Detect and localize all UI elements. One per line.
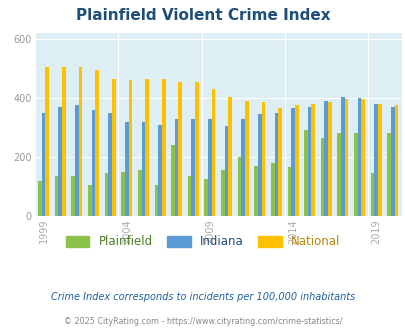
Legend: Plainfield, Indiana, National: Plainfield, Indiana, National <box>61 231 344 253</box>
Bar <box>208 119 211 216</box>
Bar <box>121 173 125 216</box>
Bar <box>303 130 307 216</box>
Text: Plainfield Violent Crime Index: Plainfield Violent Crime Index <box>75 8 330 23</box>
Bar <box>377 104 381 216</box>
Bar <box>191 119 195 216</box>
Text: Crime Index corresponds to incidents per 100,000 inhabitants: Crime Index corresponds to incidents per… <box>51 292 354 302</box>
Bar <box>62 67 66 216</box>
Bar <box>145 79 149 216</box>
Bar <box>88 185 92 216</box>
Bar <box>108 113 112 216</box>
Bar <box>92 110 95 216</box>
Bar <box>257 114 261 216</box>
Bar <box>274 113 277 216</box>
Bar <box>138 170 141 216</box>
Bar <box>158 124 162 216</box>
Bar <box>38 181 42 216</box>
Bar <box>360 99 364 216</box>
Bar <box>79 67 82 216</box>
Bar <box>394 105 397 216</box>
Bar <box>327 102 331 216</box>
Bar <box>294 105 298 216</box>
Bar <box>277 108 281 216</box>
Bar <box>162 79 165 216</box>
Bar <box>337 133 340 216</box>
Bar <box>311 104 314 216</box>
Bar <box>307 107 311 216</box>
Bar <box>237 157 241 216</box>
Bar <box>320 138 324 216</box>
Bar <box>241 119 244 216</box>
Bar <box>340 96 344 216</box>
Bar <box>154 185 158 216</box>
Text: © 2025 CityRating.com - https://www.cityrating.com/crime-statistics/: © 2025 CityRating.com - https://www.city… <box>64 317 341 326</box>
Bar <box>244 101 248 216</box>
Bar <box>141 122 145 216</box>
Bar <box>175 119 178 216</box>
Bar <box>370 173 373 216</box>
Bar <box>390 107 394 216</box>
Bar <box>261 102 264 216</box>
Bar <box>204 179 208 216</box>
Bar <box>254 166 257 216</box>
Bar <box>220 170 224 216</box>
Bar <box>58 107 62 216</box>
Bar <box>71 176 75 216</box>
Bar <box>104 173 108 216</box>
Bar <box>188 176 191 216</box>
Bar <box>55 176 58 216</box>
Bar <box>386 133 390 216</box>
Bar <box>324 101 327 216</box>
Bar <box>344 99 347 216</box>
Bar <box>128 80 132 216</box>
Bar <box>195 82 198 216</box>
Bar <box>287 167 290 216</box>
Bar <box>353 133 357 216</box>
Bar <box>125 122 128 216</box>
Bar <box>290 108 294 216</box>
Bar <box>112 79 115 216</box>
Bar <box>95 70 99 216</box>
Bar <box>224 126 228 216</box>
Bar <box>357 98 360 216</box>
Bar <box>270 163 274 216</box>
Bar <box>178 82 182 216</box>
Bar <box>42 113 45 216</box>
Bar <box>45 67 49 216</box>
Bar <box>171 145 175 216</box>
Bar <box>211 89 215 216</box>
Bar <box>228 96 231 216</box>
Bar <box>373 104 377 216</box>
Bar <box>75 105 79 216</box>
